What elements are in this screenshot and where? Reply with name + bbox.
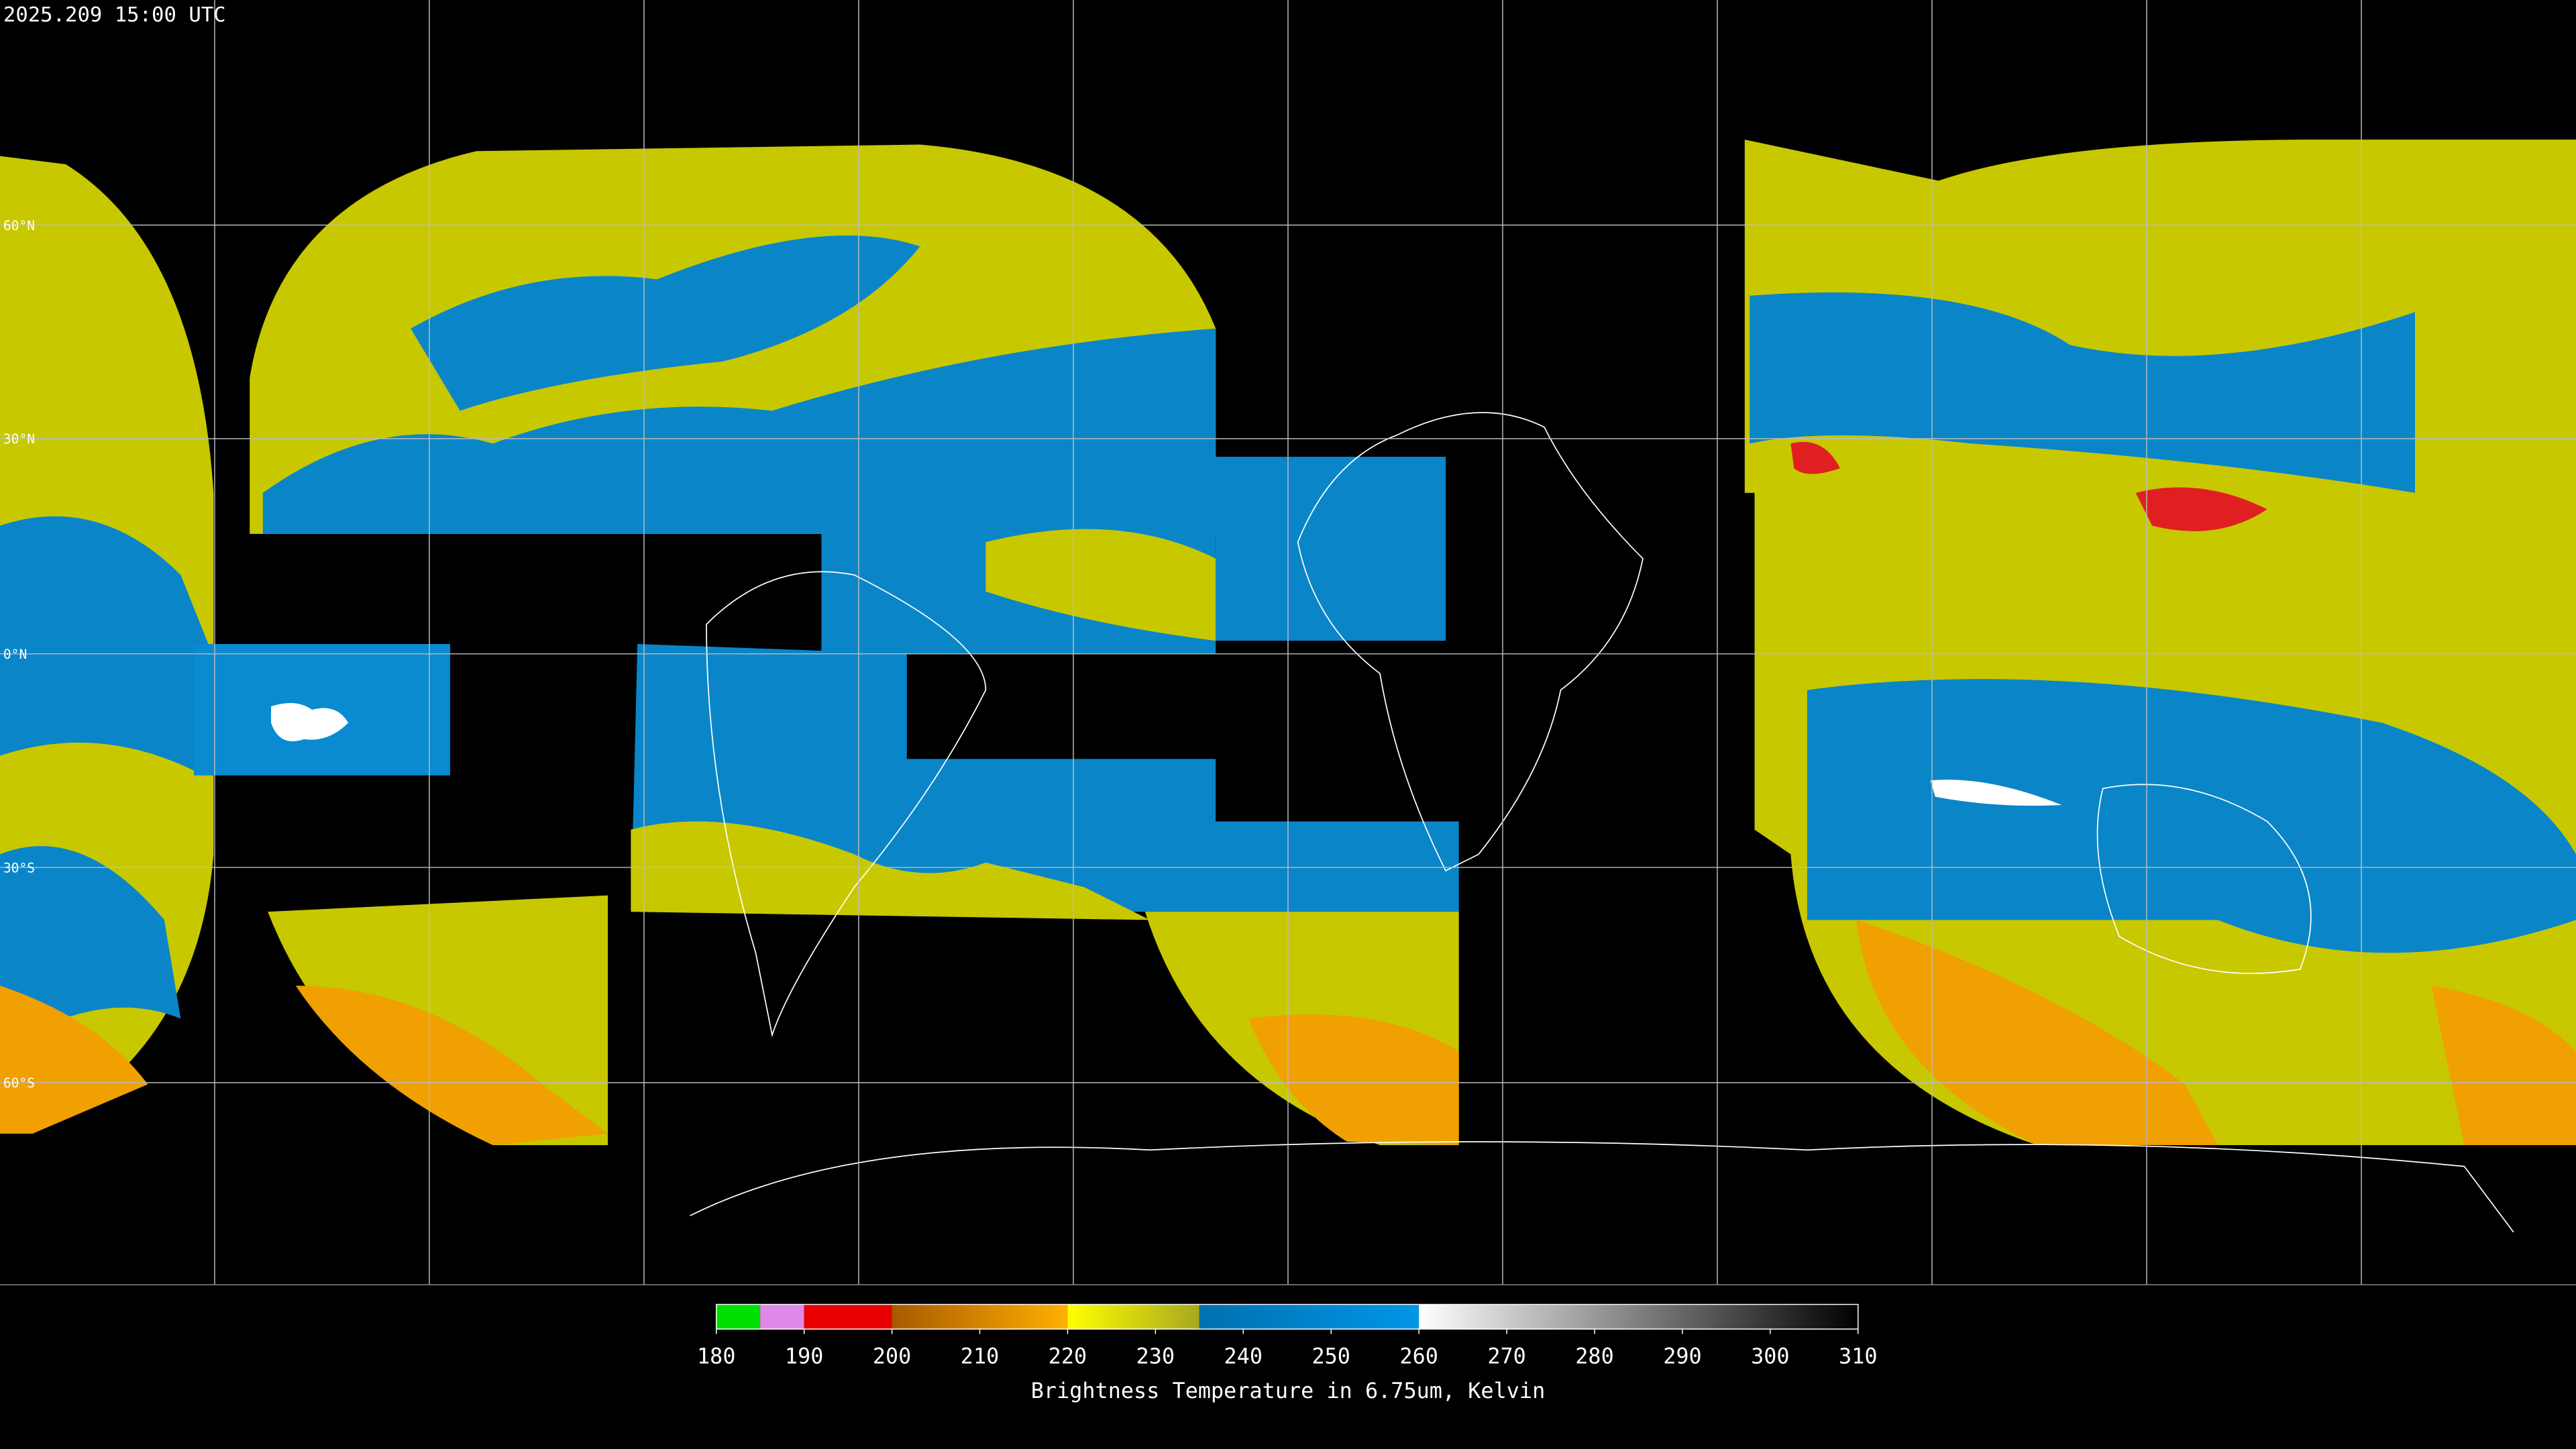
colorbar-tick-label: 220 (1049, 1344, 1087, 1369)
image-patch (271, 702, 349, 742)
colorbar-segment (1067, 1304, 1199, 1330)
map-title: 2025.209 15:00 UTC (3, 3, 226, 27)
colorbar-tick-label: 310 (1839, 1344, 1877, 1369)
graticule (0, 0, 2576, 1285)
colorbar-tick-label: 230 (1136, 1344, 1175, 1369)
colorbar-segment (892, 1304, 1068, 1330)
latitude-label: 0°N (3, 647, 27, 662)
image-patch (0, 516, 214, 773)
image-patch (295, 985, 608, 1145)
image-patch (2431, 985, 2576, 1145)
image-patch (631, 644, 1459, 912)
latitude-label: 30°S (3, 860, 35, 875)
colorbar-tick-label: 290 (1663, 1344, 1702, 1369)
colorbar-tick-label: 210 (961, 1344, 1000, 1369)
colorbar-segment (804, 1304, 892, 1330)
coastline (706, 571, 987, 1038)
image-patch (1216, 456, 1446, 641)
coastlines (690, 412, 2514, 1233)
coastline (1297, 412, 1644, 872)
image-patch (1750, 292, 2415, 493)
image-patch (1856, 920, 2218, 1145)
image-patch (631, 821, 1150, 920)
colorbar-segment (760, 1304, 804, 1330)
image-patch (2135, 487, 2267, 531)
image-patch (262, 328, 1216, 534)
colorbar-segment (1199, 1304, 1419, 1330)
image-patch (0, 846, 181, 1052)
image-patch (0, 985, 148, 1134)
image-patch (1807, 679, 2576, 953)
coastline (690, 1141, 2514, 1233)
image-patch (1930, 780, 2062, 806)
latitude-label: 60°N (3, 218, 35, 233)
image-patch (1248, 1014, 1459, 1145)
colorbar-tick-label: 300 (1751, 1344, 1789, 1369)
latitude-label: 30°N (3, 431, 35, 447)
colorbar-frame (716, 1303, 1859, 1330)
colorbar-tick-label: 240 (1224, 1344, 1263, 1369)
image-patch (985, 529, 1216, 641)
colorbar-tick-label: 180 (697, 1344, 736, 1369)
coastline (2096, 784, 2312, 974)
colorbar-tick-label: 260 (1399, 1344, 1438, 1369)
image-patch (1790, 441, 1840, 474)
colorbar-tick-label: 270 (1487, 1344, 1526, 1369)
latitude-label: 60°S (3, 1075, 35, 1091)
colorbar: 180 190 200 210 220 230 240 250 260 270 280 290 300 3… (697, 1303, 1878, 1369)
colorbar-label: Brightness Temperature in 6.75um, Kelvin (1031, 1378, 1546, 1403)
colorbar-segment (1419, 1304, 1858, 1330)
satellite-imagery (0, 140, 2576, 1145)
colorbar-tick-label: 200 (873, 1344, 912, 1369)
colorbar-tick-label: 250 (1311, 1344, 1350, 1369)
colorbar-tick-label: 190 (785, 1344, 824, 1369)
image-patch (411, 235, 920, 411)
colorbar-tick-label: 280 (1575, 1344, 1614, 1369)
colorbar-segment (716, 1304, 761, 1330)
